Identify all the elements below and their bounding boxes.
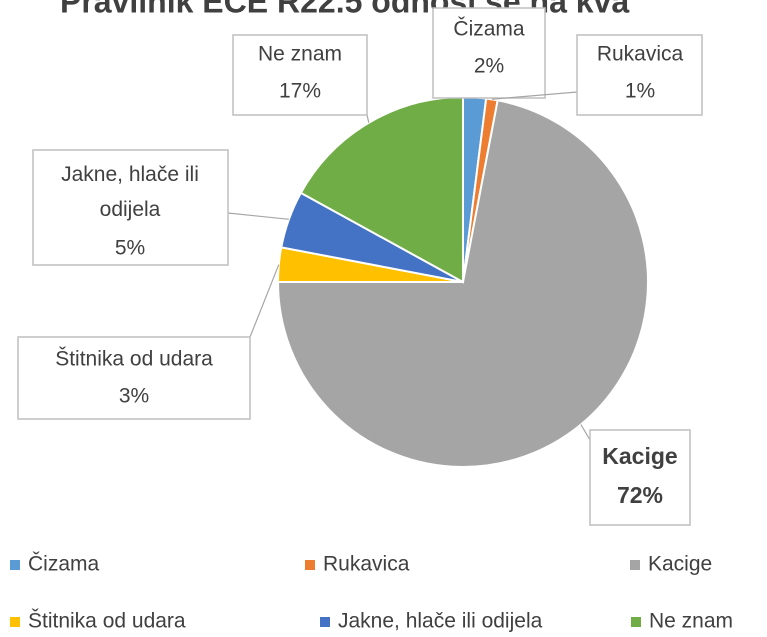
leader-line [491,91,578,100]
label-box [576,34,703,116]
data-label-name: Ne znam [258,43,342,66]
legend-swatch [320,617,330,627]
data-label-name: Štitnika od udara [55,348,213,371]
label-box [32,149,229,266]
data-label-name: Rukavica [597,43,684,66]
legend-label: Ne znam [649,610,733,633]
data-label-value: 5% [115,237,145,260]
data-label-value: 17% [279,80,321,103]
data-label-value: 72% [617,482,663,508]
leader-line [366,114,370,123]
legend-swatch [10,560,20,570]
legend-swatch [631,617,641,627]
data-label-value: 2% [474,55,504,78]
label-box [589,429,691,526]
data-label-value: 3% [119,385,149,408]
label-box [432,7,546,99]
data-label-value: 1% [625,80,655,103]
legend-label: Čizama [28,553,100,576]
legend-label: Rukavica [323,553,410,576]
data-label-name: Čizama [453,18,525,41]
legend-swatch [630,560,640,570]
leader-line [249,264,280,338]
data-label-name: Kacige [602,443,677,469]
leader-line [227,212,289,220]
leader-line [580,424,591,441]
legend-swatch [305,560,315,570]
legend-label: Štitnika od udara [28,610,186,633]
legend-swatch [10,617,20,627]
label-box [232,34,368,116]
legend-label: Jakne, hlače ili odijela [338,610,543,633]
data-label-name: Jakne, hlače ili odijela [61,163,199,221]
label-box [17,336,251,420]
legend-label: Kacige [648,553,712,576]
